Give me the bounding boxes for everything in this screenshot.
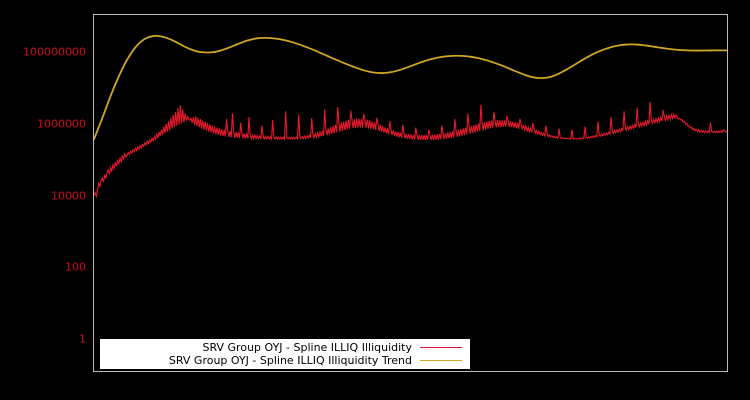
legend-label-trend: SRV Group OYJ - Spline ILLIQ Illiquidity… — [168, 353, 412, 367]
series-line-illiquidity — [94, 101, 727, 199]
legend-swatch-trend — [420, 360, 462, 361]
y-tick-label: 100000000 — [23, 45, 86, 59]
series-line-trend — [94, 35, 727, 141]
legend-item-trend[interactable]: SRV Group OYJ - Spline ILLIQ Illiquidity… — [100, 354, 470, 367]
y-tick-label: 100 — [65, 260, 86, 274]
legend-label-illiquidity: SRV Group OYJ - Spline ILLIQ Illiquidity — [202, 340, 412, 354]
plot-area — [93, 14, 728, 372]
plot-canvas — [94, 35, 727, 199]
y-tick-label: 10000 — [51, 189, 86, 203]
chart-legend[interactable]: SRV Group OYJ - Spline ILLIQ Illiquidity… — [100, 339, 470, 369]
y-axis-ticks: 100000000 1000000 10000 100 1 — [0, 0, 86, 400]
y-tick-label: 1 — [79, 332, 86, 346]
legend-swatch-illiquidity — [420, 347, 462, 348]
legend-item-illiquidity[interactable]: SRV Group OYJ - Spline ILLIQ Illiquidity — [100, 341, 470, 354]
y-tick-label: 1000000 — [37, 117, 86, 131]
